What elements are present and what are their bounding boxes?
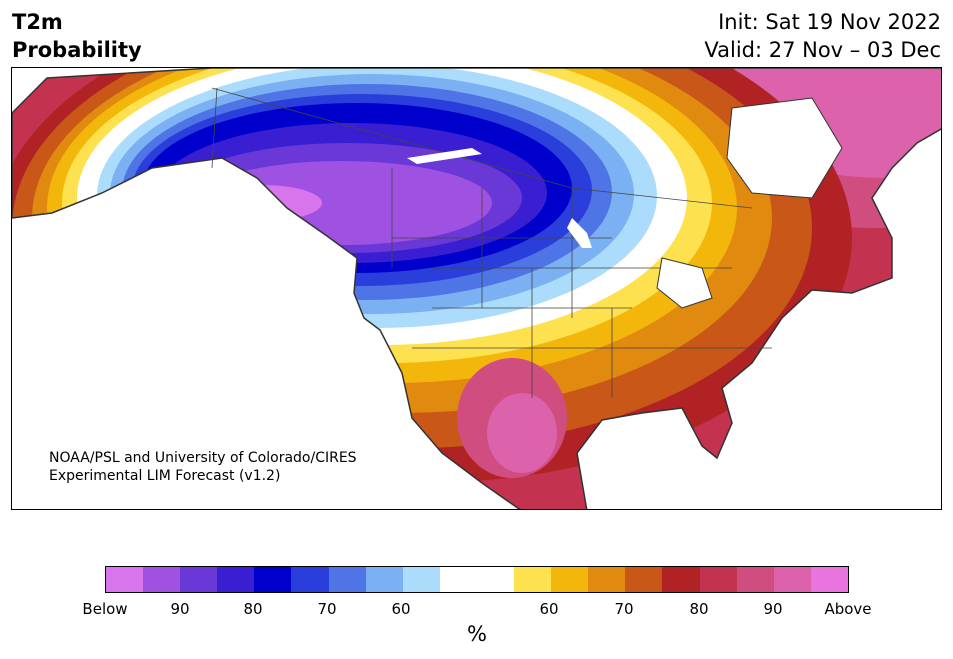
coastline xyxy=(12,68,941,509)
probability-map: NOAA/PSL and University of Colorado/CIRE… xyxy=(11,67,942,510)
title-line-quantity: Probability xyxy=(12,38,142,62)
colorbar-cell xyxy=(180,567,218,592)
colorbar-cell xyxy=(476,567,515,592)
colorbar-tick-label: 90 xyxy=(763,600,783,618)
colorbar-tick-label: 60 xyxy=(539,600,559,618)
colorbar-cell xyxy=(810,567,848,592)
great-lakes xyxy=(656,257,713,309)
init-date: Init: Sat 19 Nov 2022 xyxy=(718,10,941,34)
data-credit: NOAA/PSL and University of Colorado/CIRE… xyxy=(49,449,357,485)
great-bear-lake xyxy=(407,148,482,164)
colorbar-cell xyxy=(402,567,440,592)
colorbar-cell xyxy=(439,567,477,592)
colorbar-cell xyxy=(106,567,144,592)
colorbar-tick-label: Above xyxy=(824,600,872,618)
title-line-variable: T2m xyxy=(12,10,63,34)
lake-winnipeg xyxy=(567,218,592,248)
colorbar-tick-label: 80 xyxy=(689,600,709,618)
colorbar-cell xyxy=(143,567,181,592)
colorbar-cell xyxy=(625,567,663,592)
forecast-dates: Init: Sat 19 Nov 2022 Valid: 27 Nov – 03… xyxy=(704,8,941,64)
colorbar-cell xyxy=(551,567,589,592)
colorbar-cell xyxy=(736,567,774,592)
colorbar-cell xyxy=(217,567,255,592)
colorbar-cell xyxy=(254,567,292,592)
colorbar-cell xyxy=(328,567,366,592)
valid-dates: Valid: 27 Nov – 03 Dec xyxy=(704,38,941,62)
colorbar-cell xyxy=(699,567,737,592)
hudson-bay xyxy=(726,97,843,199)
colorbar-tick-label: Below xyxy=(82,600,128,618)
colorbar-cell xyxy=(773,567,811,592)
colorbar-cell xyxy=(588,567,626,592)
credit-line-2: Experimental LIM Forecast (v1.2) xyxy=(49,468,281,484)
colorbar-tick-label: 80 xyxy=(243,600,263,618)
colorbar-cell xyxy=(514,567,552,592)
colorbar-tick-label: 70 xyxy=(317,600,337,618)
colorbar-tick-label: 70 xyxy=(614,600,634,618)
colorbar-tick-label: 60 xyxy=(391,600,411,618)
credit-line-1: NOAA/PSL and University of Colorado/CIRE… xyxy=(49,450,357,466)
map-canvas xyxy=(12,68,941,509)
colorbar xyxy=(105,566,849,593)
colorbar-tick-label: 90 xyxy=(170,600,190,618)
chart-title: T2m Probability xyxy=(12,8,142,64)
political-boundaries xyxy=(211,87,772,398)
colorbar-cell xyxy=(291,567,329,592)
colorbar-units: % xyxy=(467,622,487,646)
colorbar-cell xyxy=(662,567,700,592)
colorbar-cell xyxy=(365,567,403,592)
